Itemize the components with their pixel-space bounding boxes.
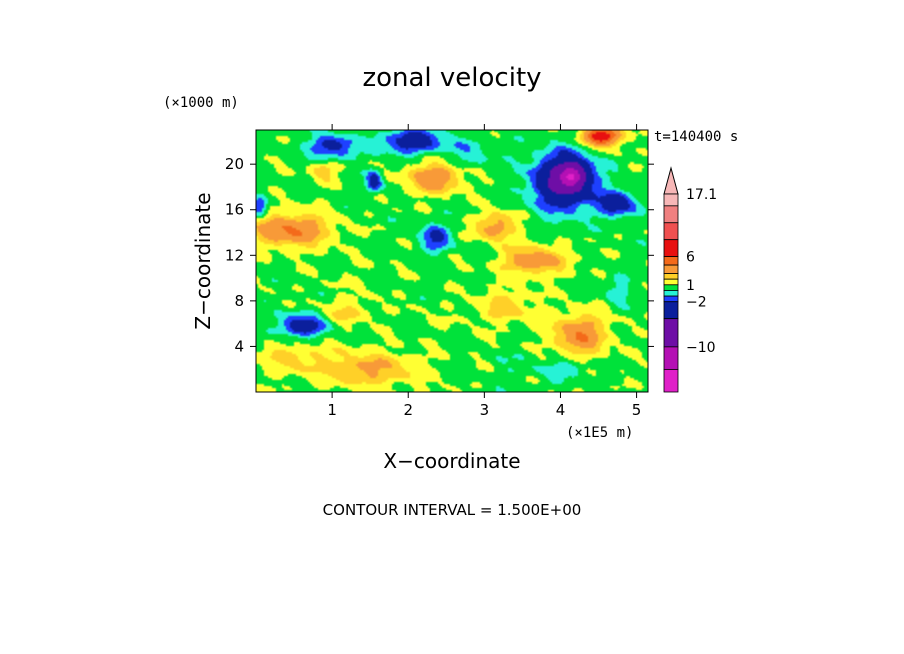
x-tick-label: 3	[480, 401, 490, 419]
colorbar-bin	[663, 284, 679, 291]
colorbar-bin	[663, 264, 679, 274]
y-tick-label: 16	[225, 201, 244, 219]
colorbar-label: −2	[686, 295, 707, 311]
y-tick-label: 20	[225, 155, 244, 173]
contour-interval-note: CONTOUR INTERVAL = 1.500E+00	[323, 501, 582, 519]
colorbar-bin	[663, 273, 679, 280]
colorbar-bin	[663, 239, 679, 258]
x-tick-label: 4	[556, 401, 566, 419]
colorbar-bin	[663, 256, 679, 266]
colorbar-bin	[663, 278, 679, 286]
colorbar-bin	[663, 369, 679, 393]
x-unit-label: (×1E5 m)	[566, 425, 633, 441]
y-axis: 4 8 12 16 20	[225, 155, 654, 355]
plot-area	[255, 129, 649, 393]
y-tick-label: 8	[234, 292, 244, 310]
x-tick-label: 1	[327, 401, 337, 419]
colorbar-bin	[663, 346, 679, 370]
x-tick-label: 2	[403, 401, 413, 419]
y-unit-label: (×1000 m)	[163, 95, 239, 111]
colorbar-label: 6	[686, 250, 695, 266]
colorbar-bin	[663, 301, 679, 320]
time-label: t=140400 s	[654, 129, 738, 145]
colorbar-label: 1	[686, 278, 695, 294]
x-axis: 1 2 3 4 5	[327, 124, 641, 419]
colorbar-bin	[663, 205, 679, 224]
x-axis-label: X−coordinate	[383, 449, 520, 473]
velocity-field	[256, 130, 648, 392]
plot-frame	[255, 129, 649, 393]
colorbar-arrow	[663, 166, 679, 195]
colorbar-label: 17.1	[686, 187, 717, 203]
colorbar-bin	[663, 193, 679, 207]
x-tick-label: 5	[632, 401, 642, 419]
colorbar: 17.1 6 1−2 −10	[663, 166, 717, 393]
colorbar-label: −10	[686, 340, 716, 356]
colorbar-bin	[663, 318, 679, 348]
colorbar-bin	[663, 222, 679, 241]
colorbar-bin	[663, 295, 679, 303]
y-tick-label: 12	[225, 246, 244, 264]
colorbar-bin	[663, 290, 679, 297]
chart-title: zonal velocity	[362, 63, 541, 93]
y-axis-label: Z−coordinate	[191, 192, 215, 329]
y-tick-label: 4	[234, 337, 244, 355]
